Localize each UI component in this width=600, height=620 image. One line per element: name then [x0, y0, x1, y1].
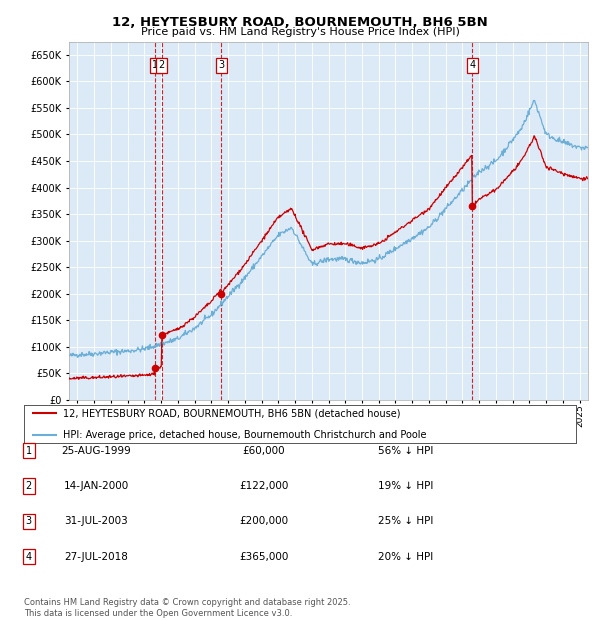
Text: 14-JAN-2000: 14-JAN-2000 — [64, 481, 128, 491]
Text: 2: 2 — [26, 481, 32, 491]
Text: £122,000: £122,000 — [239, 481, 289, 491]
Text: £200,000: £200,000 — [239, 516, 289, 526]
Text: £60,000: £60,000 — [242, 446, 286, 456]
Text: 20% ↓ HPI: 20% ↓ HPI — [378, 552, 433, 562]
Text: Contains HM Land Registry data © Crown copyright and database right 2025.
This d: Contains HM Land Registry data © Crown c… — [24, 598, 350, 618]
Text: 12, HEYTESBURY ROAD, BOURNEMOUTH, BH6 5BN (detached house): 12, HEYTESBURY ROAD, BOURNEMOUTH, BH6 5B… — [62, 409, 400, 419]
Text: HPI: Average price, detached house, Bournemouth Christchurch and Poole: HPI: Average price, detached house, Bour… — [62, 430, 426, 440]
Text: 31-JUL-2003: 31-JUL-2003 — [64, 516, 128, 526]
Text: 1: 1 — [152, 60, 158, 71]
Text: 4: 4 — [26, 552, 32, 562]
Text: Price paid vs. HM Land Registry's House Price Index (HPI): Price paid vs. HM Land Registry's House … — [140, 27, 460, 37]
Text: 27-JUL-2018: 27-JUL-2018 — [64, 552, 128, 562]
Text: 1: 1 — [26, 446, 32, 456]
Text: 3: 3 — [26, 516, 32, 526]
Text: 56% ↓ HPI: 56% ↓ HPI — [378, 446, 433, 456]
Text: 25% ↓ HPI: 25% ↓ HPI — [378, 516, 433, 526]
Text: 25-AUG-1999: 25-AUG-1999 — [61, 446, 131, 456]
Text: 2: 2 — [158, 60, 165, 71]
Text: 4: 4 — [469, 60, 475, 71]
Text: £365,000: £365,000 — [239, 552, 289, 562]
Text: 19% ↓ HPI: 19% ↓ HPI — [378, 481, 433, 491]
Text: 3: 3 — [218, 60, 224, 71]
Text: 12, HEYTESBURY ROAD, BOURNEMOUTH, BH6 5BN: 12, HEYTESBURY ROAD, BOURNEMOUTH, BH6 5B… — [112, 16, 488, 29]
